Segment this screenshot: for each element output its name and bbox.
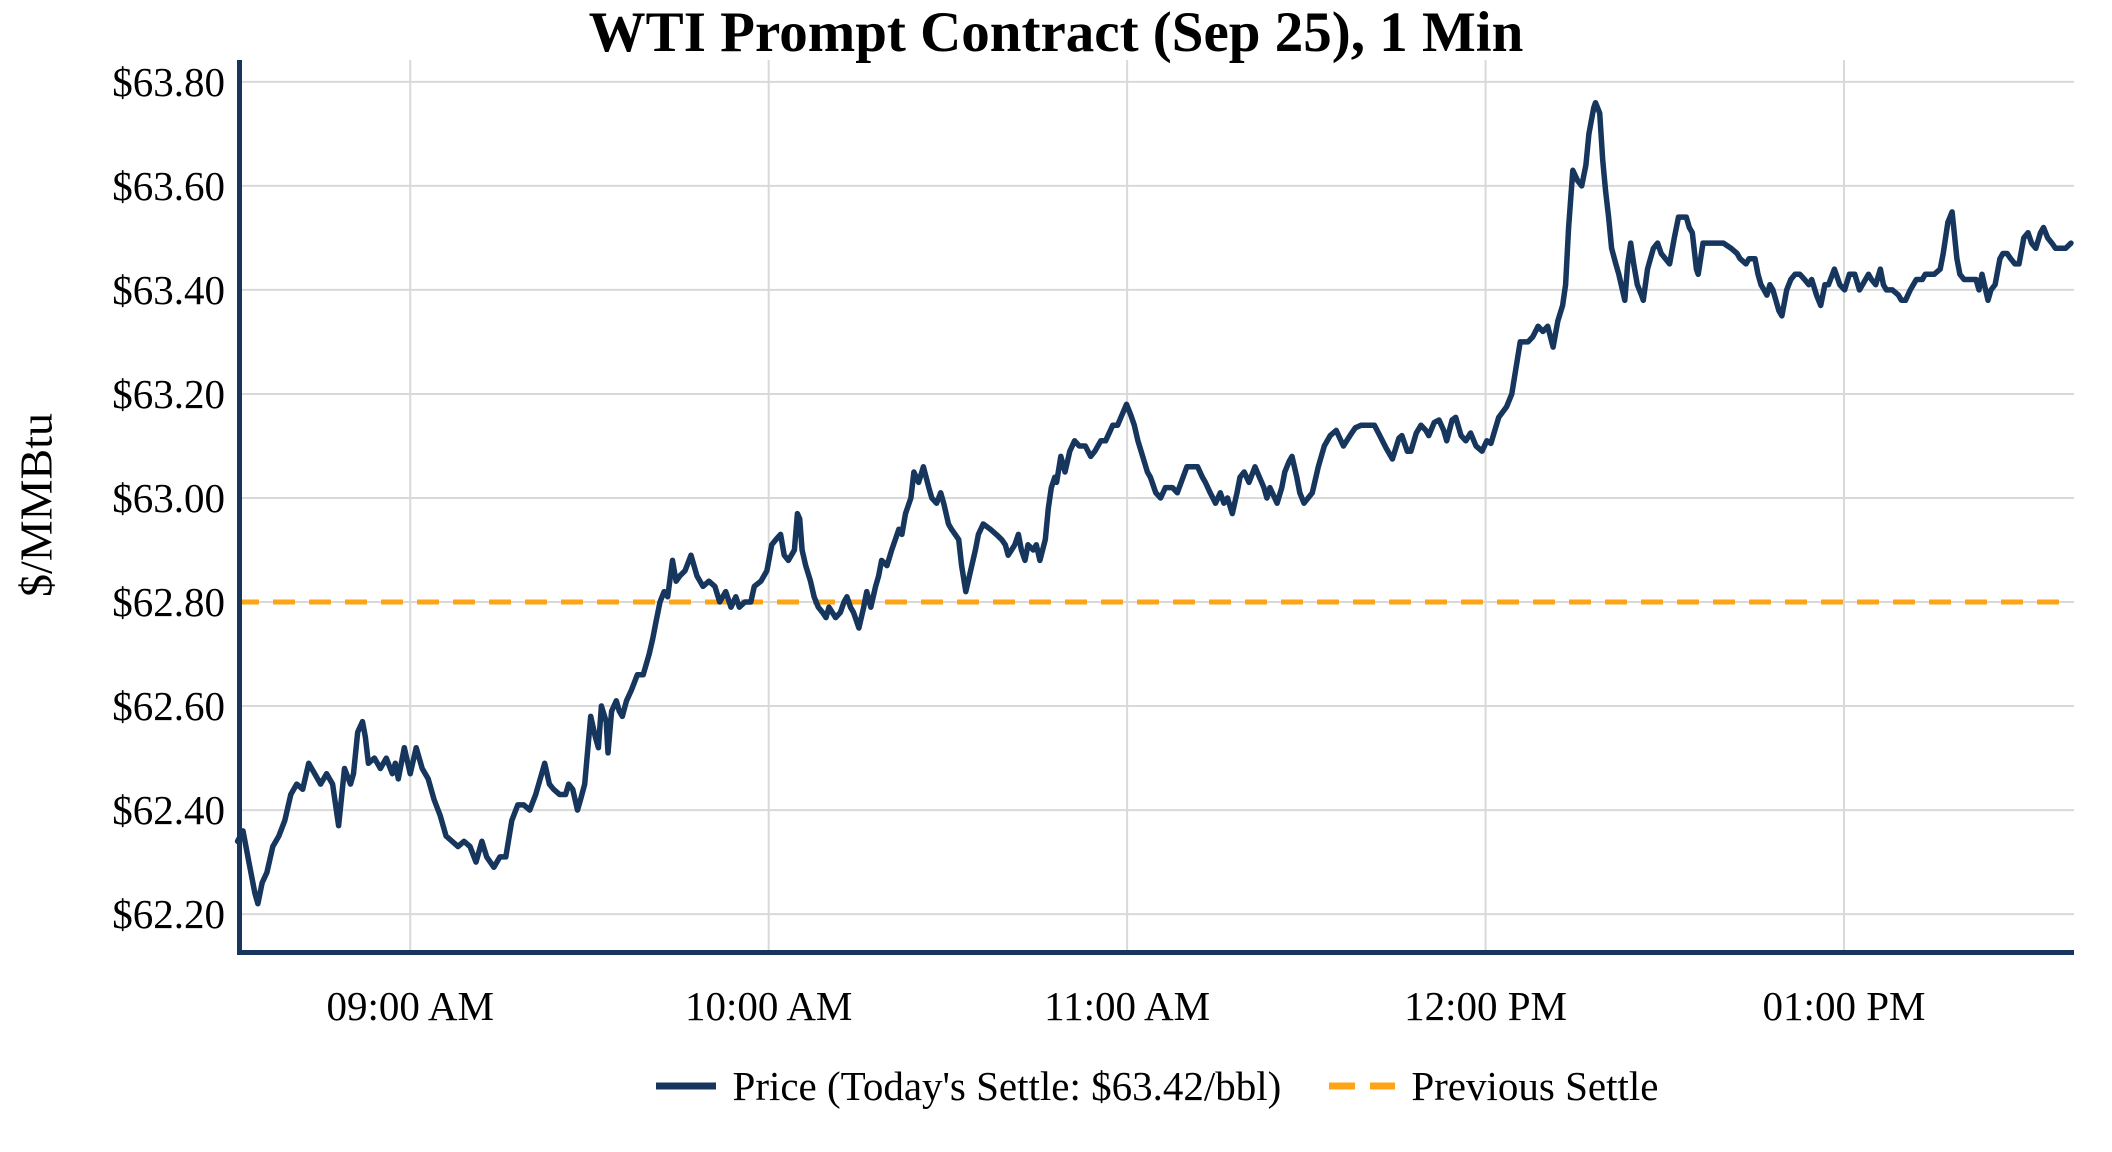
x-tick-label: 12:00 PM — [1404, 983, 1568, 1029]
x-tick-label: 09:00 AM — [326, 983, 494, 1029]
previous-settle-swatch — [1329, 1082, 1396, 1090]
chart-title: WTI Prompt Contract (Sep 25), 1 Min — [588, 1, 1524, 64]
price-line — [234, 99, 2074, 907]
y-tick-label: $63.60 — [112, 162, 225, 209]
legend: Price (Today's Settle: $63.42/bbl) Previ… — [237, 1062, 2074, 1110]
x-tick-label: 10:00 AM — [684, 983, 853, 1029]
y-tick-label: $63.20 — [112, 370, 225, 417]
price-line-swatch — [655, 1082, 716, 1090]
y-tick-label: $63.40 — [112, 266, 225, 313]
y-tick-label: $63.80 — [112, 58, 225, 105]
y-tick-label: $63.00 — [112, 474, 225, 521]
legend-price-label: Price (Today's Settle: $63.42/bbl) — [732, 1063, 1282, 1109]
y-tick-label: $62.20 — [112, 891, 225, 938]
y-tick-label: $62.40 — [112, 787, 225, 834]
y-tick-label: $62.60 — [112, 683, 225, 730]
y-tick-label: $62.80 — [112, 579, 225, 625]
legend-settle-label: Previous Settle — [1411, 1063, 1659, 1109]
x-tick-label: 11:00 AM — [1044, 983, 1211, 1029]
x-tick-label: 01:00 PM — [1762, 983, 1926, 1029]
